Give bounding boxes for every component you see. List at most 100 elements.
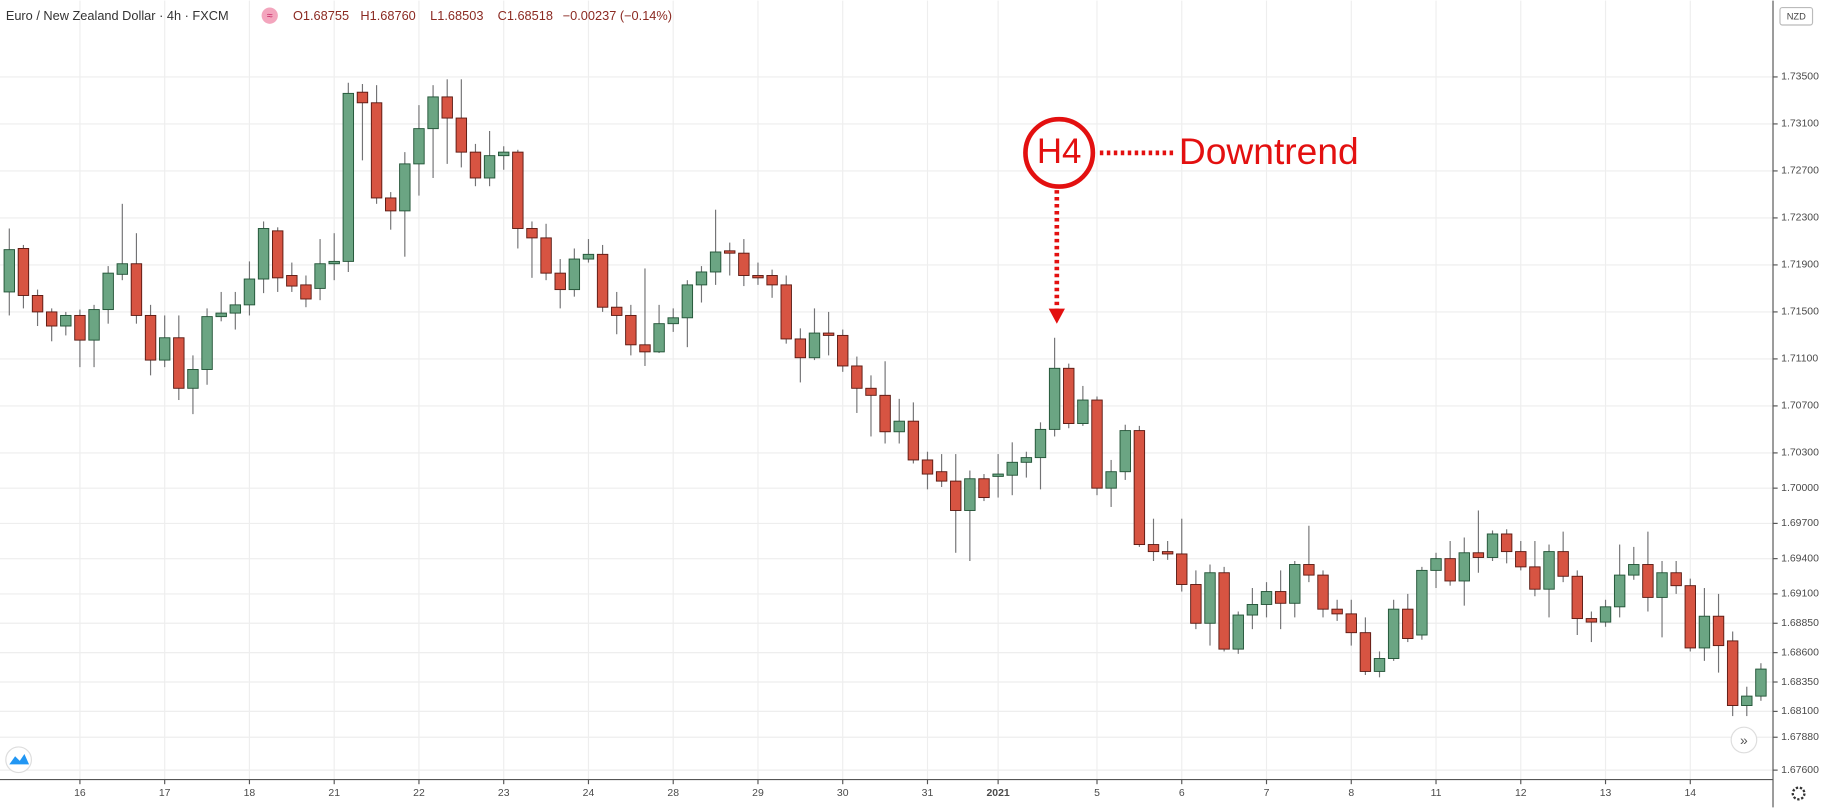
x-tick-label: 28 — [667, 788, 679, 799]
candle-body — [1373, 658, 1386, 672]
candle-body — [1670, 572, 1682, 587]
candle-body — [1331, 608, 1343, 615]
candle-body — [766, 275, 778, 286]
candle-body — [173, 337, 185, 389]
candle-body — [413, 128, 425, 165]
x-tick-label: 21 — [328, 788, 340, 799]
x-tick-label: 22 — [413, 788, 425, 799]
y-tick-label: 1.69400 — [1781, 553, 1819, 564]
candle-body — [653, 323, 665, 353]
annotation: H4 Downtrend — [1023, 116, 1359, 324]
annotation-circle — [1023, 116, 1096, 189]
candle-body — [978, 478, 990, 499]
candle-body — [498, 151, 510, 157]
candle-body — [441, 96, 453, 119]
candle-body — [144, 314, 157, 361]
candle-body — [158, 337, 171, 361]
candle-body — [257, 228, 270, 280]
settings-button[interactable] — [1791, 786, 1806, 801]
candle-body — [1402, 608, 1414, 640]
candle-body — [1585, 618, 1598, 623]
candle-body — [1105, 471, 1117, 489]
candle-body — [1303, 564, 1315, 576]
candle-body — [1176, 553, 1188, 585]
candle-body — [1147, 544, 1160, 553]
compare-badge[interactable] — [261, 7, 278, 24]
candle-body — [1642, 564, 1654, 598]
candle-body — [102, 272, 114, 311]
x-tick-label: 11 — [1431, 788, 1442, 799]
annotation-downtrend: Downtrend — [1179, 130, 1359, 172]
x-tick-label: 23 — [498, 788, 510, 799]
annotation-h4: H4 — [1037, 132, 1082, 171]
y-tick-label: 1.71100 — [1781, 354, 1818, 365]
candle-body — [639, 344, 651, 353]
y-tick-label: 1.71500 — [1781, 307, 1819, 318]
candle-body — [1486, 533, 1499, 558]
ohlc-high: H1.68760 — [360, 8, 415, 23]
candle-body — [74, 314, 86, 341]
y-tick-label: 1.73500 — [1781, 72, 1819, 83]
x-tick-label: 13 — [1600, 788, 1612, 799]
candle-body — [1063, 367, 1075, 424]
candle-body — [1726, 640, 1739, 706]
x-tick-label: 29 — [752, 788, 764, 799]
candle-body — [1048, 367, 1061, 430]
candle-body — [1430, 558, 1442, 571]
x-tick-label: 30 — [837, 788, 849, 799]
y-tick-label: 1.67880 — [1781, 732, 1819, 743]
candle-body — [1204, 572, 1216, 624]
candle-body — [992, 473, 1004, 477]
candle-body — [1232, 614, 1244, 650]
candle-body — [1543, 551, 1555, 590]
candle-body — [907, 420, 920, 461]
x-tick-label: 8 — [1348, 788, 1354, 799]
annotation-arrow-head — [1048, 308, 1065, 324]
y-tick-label: 1.70700 — [1781, 401, 1819, 412]
candle-body — [935, 471, 948, 482]
currency-label: NZD — [1787, 11, 1806, 21]
candle-body — [837, 334, 849, 367]
candle-body — [1500, 533, 1513, 553]
candle-body — [921, 459, 934, 475]
candle-body — [342, 92, 355, 262]
candle-body — [1698, 615, 1711, 649]
candle-body — [116, 263, 129, 275]
candle-body — [1599, 606, 1612, 623]
y-tick-label: 1.68600 — [1781, 647, 1819, 658]
x-tick-label: 2021 — [986, 788, 1009, 799]
x-tick-label: 14 — [1684, 788, 1696, 799]
candle-body — [399, 163, 411, 212]
y-tick-label: 1.69100 — [1781, 589, 1819, 600]
candle-body — [1317, 574, 1329, 610]
candle-body — [17, 248, 30, 296]
y-tick-label: 1.70300 — [1781, 448, 1819, 459]
candle-body — [1006, 461, 1018, 476]
y-tick-label: 1.70000 — [1781, 483, 1819, 494]
y-tick-label: 1.69700 — [1781, 518, 1819, 529]
price-change: −0.00237 (−0.14%) — [563, 8, 672, 23]
candle-body — [483, 155, 496, 179]
candle-body — [780, 284, 792, 340]
candle-body — [286, 275, 298, 287]
x-tick-label: 6 — [1179, 788, 1185, 799]
candle-body — [709, 251, 722, 273]
candle-body — [964, 478, 976, 511]
candle-body — [201, 316, 213, 370]
candle-body — [582, 253, 595, 260]
candle-body — [865, 387, 877, 396]
candle-body — [1515, 551, 1527, 568]
scroll-right-button[interactable] — [1730, 726, 1758, 754]
candle-body — [1077, 399, 1089, 424]
candle-body — [1628, 564, 1640, 576]
candle-body — [1218, 572, 1230, 650]
candle-body — [60, 314, 72, 327]
candle-body — [1034, 428, 1047, 459]
candle-body — [611, 306, 623, 316]
candle-body — [512, 151, 524, 229]
candle-body — [300, 284, 312, 300]
candle-body — [1613, 574, 1626, 608]
